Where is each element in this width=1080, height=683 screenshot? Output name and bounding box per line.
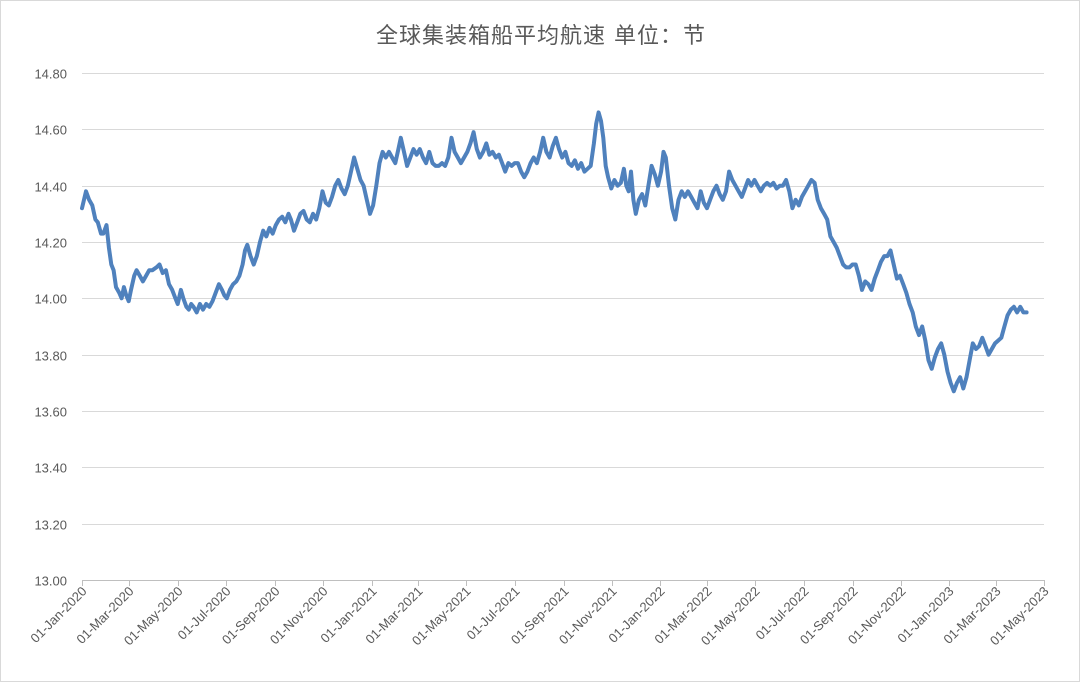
y-tick-label: 13.20 [34,518,67,533]
y-tick-label: 13.60 [34,405,67,420]
y-tick-label: 14.00 [34,292,67,307]
y-tick-label: 14.60 [34,123,67,138]
y-tick-label: 14.20 [34,236,67,251]
series-line [80,110,1029,394]
chart-title: 全球集装箱船平均航速 单位：节 [376,24,706,49]
y-tick-label: 14.80 [34,67,67,82]
y-tick-label: 13.40 [34,461,67,476]
y-tick-label: 13.80 [34,349,67,364]
y-tick-label: 13.00 [34,574,67,589]
y-tick-label: 14.40 [34,180,67,195]
